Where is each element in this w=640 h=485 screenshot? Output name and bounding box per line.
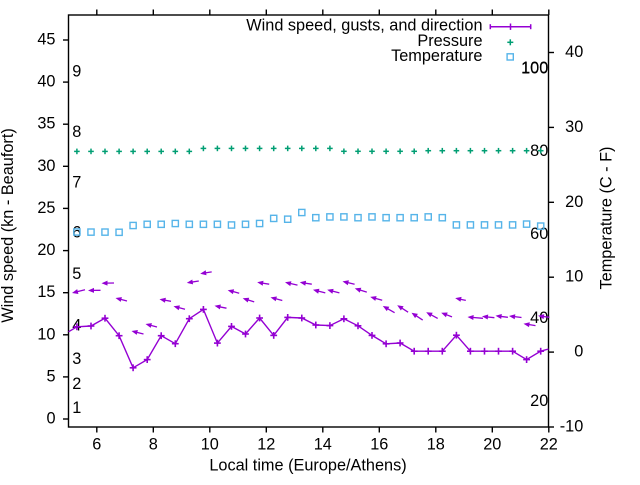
svg-text:-10: -10 (560, 418, 584, 436)
svg-text:30: 30 (565, 118, 583, 136)
svg-text:15: 15 (37, 283, 55, 301)
svg-text:10: 10 (565, 268, 583, 286)
svg-text:2: 2 (72, 375, 81, 393)
svg-text:Local time (Europe/Athens): Local time (Europe/Athens) (209, 456, 406, 474)
svg-text:1: 1 (72, 399, 81, 417)
svg-text:45: 45 (37, 31, 55, 49)
svg-text:60: 60 (530, 225, 548, 243)
svg-text:40: 40 (565, 43, 583, 61)
svg-text:5: 5 (46, 367, 55, 385)
svg-text:0: 0 (574, 343, 583, 361)
svg-text:16: 16 (370, 436, 388, 454)
svg-text:40: 40 (37, 73, 55, 91)
svg-text:Wind speed (kn - Beaufort): Wind speed (kn - Beaufort) (0, 128, 17, 323)
svg-text:12: 12 (257, 436, 275, 454)
svg-text:30: 30 (37, 157, 55, 175)
svg-text:8: 8 (72, 123, 81, 141)
svg-text:Temperature: Temperature (391, 47, 482, 65)
svg-text:20: 20 (565, 193, 583, 211)
svg-text:0: 0 (46, 410, 55, 428)
svg-text:Temperature (C - F): Temperature (C - F) (598, 147, 616, 290)
svg-text:6: 6 (92, 436, 101, 454)
svg-text:7: 7 (72, 174, 81, 192)
svg-text:8: 8 (149, 436, 158, 454)
svg-text:9: 9 (72, 63, 81, 81)
svg-text:20: 20 (530, 392, 548, 410)
svg-text:100: 100 (521, 60, 548, 78)
svg-text:5: 5 (72, 265, 81, 283)
svg-text:10: 10 (37, 325, 55, 343)
svg-text:10: 10 (201, 436, 219, 454)
svg-text:25: 25 (37, 199, 55, 217)
svg-text:22: 22 (540, 436, 558, 454)
svg-text:14: 14 (314, 436, 332, 454)
svg-text:3: 3 (72, 350, 81, 368)
svg-text:20: 20 (37, 241, 55, 259)
svg-text:18: 18 (427, 436, 445, 454)
svg-text:20: 20 (483, 436, 501, 454)
svg-text:35: 35 (37, 115, 55, 133)
svg-text:40: 40 (530, 309, 548, 327)
